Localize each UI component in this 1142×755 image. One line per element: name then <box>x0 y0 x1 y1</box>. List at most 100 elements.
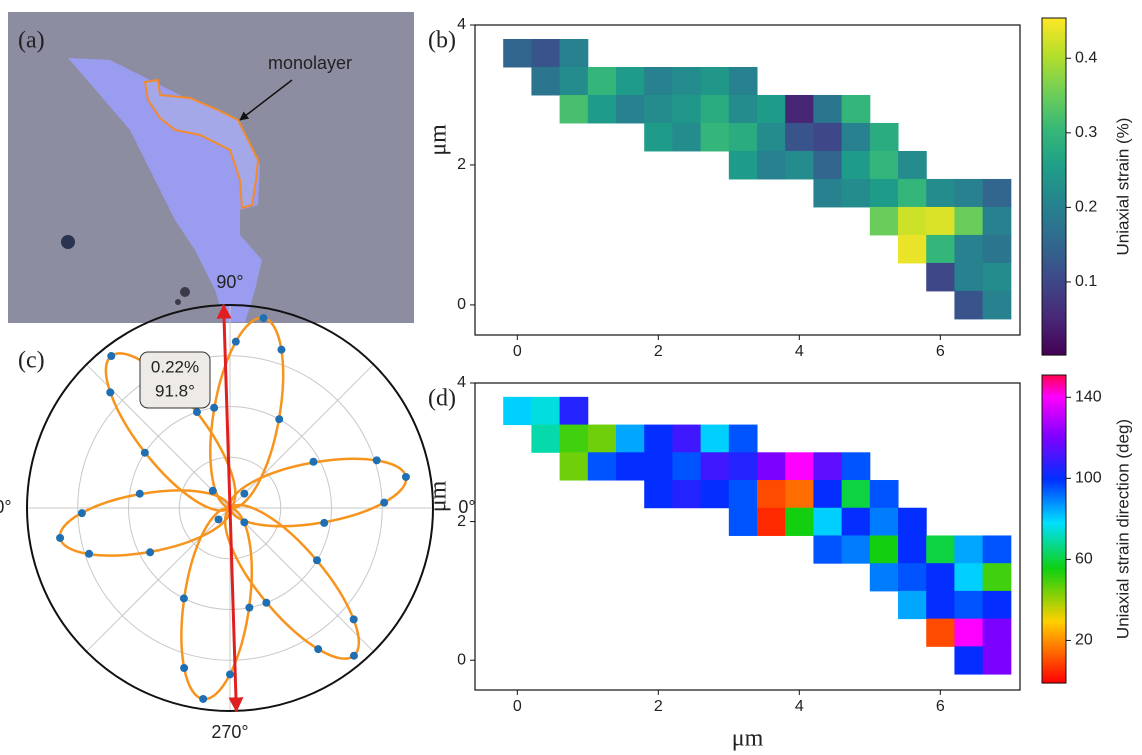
colorbar-slice <box>1042 43 1066 47</box>
axes-frame <box>474 24 1021 336</box>
heatmap-cell <box>531 396 561 426</box>
colorbar-slice <box>1042 392 1066 397</box>
colorbar-slice <box>1042 166 1066 171</box>
heatmap-cell <box>926 535 955 564</box>
debris <box>180 287 190 297</box>
colorbar-slice <box>1042 677 1066 682</box>
heatmap-cell <box>700 424 730 453</box>
heatmap-cell <box>785 480 814 509</box>
colorbar-tick-label: 0.2 <box>1075 199 1097 216</box>
heatmap-cell <box>531 66 561 96</box>
colorbar-slice <box>1042 588 1066 592</box>
heatmap-cell <box>616 66 645 96</box>
heatmap-cell <box>757 507 786 536</box>
heatmap-cell <box>559 424 589 453</box>
data-point <box>309 457 318 466</box>
colorbar-slice <box>1042 672 1066 676</box>
heatmap-cell <box>869 535 899 564</box>
heatmap-cell <box>841 150 871 180</box>
colorbar-slice <box>1042 603 1066 607</box>
heatmap-cell <box>728 66 758 96</box>
colorbar-slice <box>1042 164 1066 168</box>
panel-label: (c) <box>18 348 45 374</box>
colorbar-tick-label: 0.4 <box>1075 49 1097 66</box>
heatmap-cell <box>841 507 871 536</box>
colorbar-slice <box>1042 225 1066 230</box>
theta-tick-label: 90° <box>216 272 243 292</box>
y-tick-label: 0 <box>457 651 466 668</box>
colorbar-slice <box>1042 183 1066 188</box>
colorbar-slice <box>1042 318 1066 322</box>
colorbar-slice <box>1042 505 1066 510</box>
colorbar-slice <box>1042 639 1066 643</box>
colorbar-slice <box>1042 436 1066 440</box>
heatmap-cell <box>813 94 843 124</box>
colorbar-slice <box>1042 423 1066 427</box>
heatmap-cell <box>559 396 589 426</box>
heatmap-cell <box>644 94 673 124</box>
heatmap-cell <box>954 646 984 675</box>
colorbar-slice <box>1042 652 1066 656</box>
colorbar-tick-label: 0.1 <box>1075 273 1097 290</box>
heatmap-cell <box>926 618 955 647</box>
colorbar-slice <box>1042 495 1066 499</box>
colorbar-slice <box>1042 421 1066 425</box>
colorbar-slice <box>1042 531 1066 535</box>
colorbar-slice <box>1042 390 1066 394</box>
data-point <box>192 408 201 417</box>
heatmap-cell <box>728 94 758 124</box>
colorbar-slice <box>1042 441 1066 445</box>
colorbar-slice <box>1042 585 1066 589</box>
heatmap-cell <box>841 452 871 481</box>
colorbar-slice <box>1042 62 1066 67</box>
heatmap-cell <box>954 563 984 592</box>
colorbar-slice <box>1042 192 1066 196</box>
heatmap-cell <box>813 150 843 180</box>
colorbar-slice <box>1042 298 1066 303</box>
heatmap-cell <box>503 396 532 426</box>
colorbar-slice <box>1042 200 1066 204</box>
heatmap-cell <box>813 178 843 208</box>
colorbar-slice <box>1042 231 1066 235</box>
data-point <box>77 509 86 518</box>
colorbar-slice <box>1042 541 1066 545</box>
colorbar-slice <box>1042 452 1066 456</box>
heatmap-cell <box>813 452 843 481</box>
heatmap-cell <box>898 535 927 564</box>
colorbar-slice <box>1042 544 1066 548</box>
heatmap-cell <box>982 290 1012 320</box>
colorbar-slice <box>1042 349 1066 353</box>
grid-spoke <box>229 507 374 652</box>
colorbar-slice <box>1042 649 1066 653</box>
colorbar-slice <box>1042 121 1066 126</box>
colorbar-slice <box>1042 276 1066 280</box>
colorbar-slice <box>1042 534 1066 538</box>
colorbar-slice <box>1042 444 1066 448</box>
colorbar-slice <box>1042 18 1066 22</box>
heatmap-cell <box>616 452 645 481</box>
colorbar-slice <box>1042 518 1066 522</box>
heatmap-cell <box>982 646 1012 675</box>
colorbar-slice <box>1042 567 1066 571</box>
y-tick-label: 2 <box>457 513 466 530</box>
heatmap-cell <box>982 618 1012 647</box>
heatmap-cell <box>982 178 1012 208</box>
colorbar-slice <box>1042 239 1066 244</box>
heatmap-cell <box>926 262 955 292</box>
heatmap-cell <box>898 563 927 592</box>
colorbar-slice <box>1042 343 1066 348</box>
colorbar-tick-label: 60 <box>1075 551 1093 568</box>
colorbar-slice <box>1042 265 1066 269</box>
colorbar-slice <box>1042 26 1066 30</box>
heatmap-cell <box>587 452 617 481</box>
data-point <box>314 645 323 654</box>
colorbar-slice <box>1042 382 1066 386</box>
colorbar-slice <box>1042 133 1066 137</box>
colorbar-slice <box>1042 487 1066 492</box>
colorbar-slice <box>1042 34 1066 39</box>
colorbar-slice <box>1042 203 1066 207</box>
monolayer-outline <box>143 78 260 210</box>
colorbar-slice <box>1042 557 1066 561</box>
colorbar-slice <box>1042 29 1066 33</box>
